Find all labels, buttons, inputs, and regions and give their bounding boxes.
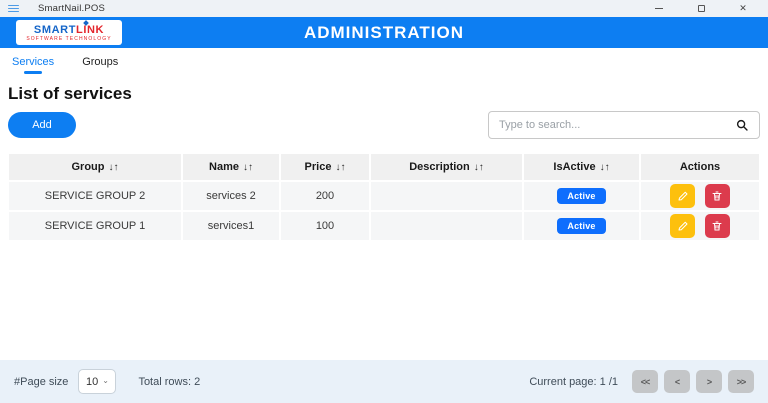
page-size-select[interactable]: 10 ⌄ xyxy=(78,369,117,394)
current-page: Current page: 1 /1 xyxy=(529,375,618,388)
smartlink-logo: SMART LINK SOFTWARE TECHNOLOGY xyxy=(16,19,122,45)
column-label: Description xyxy=(409,161,470,173)
sort-icon[interactable]: ↓↑ xyxy=(473,162,484,173)
minimize-button[interactable] xyxy=(638,0,680,17)
last-page-button[interactable]: >> xyxy=(728,370,754,393)
page-size-value: 10 xyxy=(85,375,99,388)
cell-price: 100 xyxy=(280,211,370,241)
column-label: Group xyxy=(71,161,105,173)
pencil-icon xyxy=(678,221,688,231)
status-badge: Active xyxy=(557,188,606,204)
app-title: SmartNail.POS xyxy=(38,3,106,14)
sort-icon[interactable]: ↓↑ xyxy=(242,162,253,173)
list-heading: List of services xyxy=(8,84,132,103)
column-header-actions[interactable]: Actions xyxy=(640,153,760,181)
prev-page-button[interactable]: < xyxy=(664,370,690,393)
page-title: ADMINISTRATION xyxy=(303,22,465,42)
table-body: SERVICE GROUP 2 services 2 200 Active SE… xyxy=(8,181,760,241)
delete-button[interactable] xyxy=(704,184,730,208)
services-table: Group ↓↑ Name ↓↑ Price ↓↑ Description ↓↑ IsActiv… xyxy=(8,153,760,241)
app-header: SMART LINK SOFTWARE TECHNOLOGY ADMINISTRA… xyxy=(0,17,768,48)
cell-actions xyxy=(640,181,760,211)
cell-name: services 2 xyxy=(182,181,280,211)
hamburger-menu-icon[interactable] xyxy=(8,4,19,13)
delete-button[interactable] xyxy=(704,214,730,238)
search-button[interactable] xyxy=(725,112,759,138)
active-tab-underline xyxy=(24,71,43,74)
table-header-row: Group ↓↑ Name ↓↑ Price ↓↑ Description ↓↑ IsActiv… xyxy=(8,153,760,181)
tab-groups[interactable]: Groups xyxy=(82,56,118,74)
edit-button[interactable] xyxy=(670,184,696,208)
cell-isactive: Active xyxy=(523,181,640,211)
pencil-icon xyxy=(678,191,688,201)
titlebar: SmartNail.POS ✕ xyxy=(0,0,768,17)
trash-icon xyxy=(712,191,722,201)
page-size-label: #Page size xyxy=(14,375,69,388)
close-icon: ✕ xyxy=(739,3,747,13)
cell-description xyxy=(370,181,523,211)
column-label: Actions xyxy=(679,161,721,173)
total-rows: Total rows: 2 xyxy=(138,375,201,388)
cell-isactive: Active xyxy=(523,211,640,241)
status-badge: Active xyxy=(557,218,606,234)
add-button[interactable]: Add xyxy=(8,112,76,138)
edit-button[interactable] xyxy=(670,214,696,238)
pagination: << < > >> xyxy=(632,370,754,393)
toolbar: Add xyxy=(8,111,760,139)
cell-price: 200 xyxy=(280,181,370,211)
maximize-button[interactable] xyxy=(680,0,722,17)
logo-tagline: SOFTWARE TECHNOLOGY xyxy=(26,35,112,42)
column-header-price[interactable]: Price ↓↑ xyxy=(280,153,370,181)
tab-label: Services xyxy=(12,56,55,68)
cell-description xyxy=(370,211,523,241)
cell-actions xyxy=(640,211,760,241)
column-header-description[interactable]: Description ↓↑ xyxy=(370,153,523,181)
trash-icon xyxy=(712,221,722,231)
tabs: Services Groups xyxy=(0,48,768,74)
column-label: Price xyxy=(304,161,332,173)
table-row: SERVICE GROUP 1 services1 100 Active xyxy=(8,211,760,241)
column-label: Name xyxy=(209,161,239,173)
search-box xyxy=(488,111,760,139)
search-input[interactable] xyxy=(489,119,725,131)
cell-group: SERVICE GROUP 1 xyxy=(8,211,182,241)
chevron-down-icon: ⌄ xyxy=(102,375,109,385)
magnifier-icon xyxy=(736,119,748,131)
column-header-isactive[interactable]: IsActive ↓↑ xyxy=(523,153,640,181)
cell-group: SERVICE GROUP 2 xyxy=(8,181,182,211)
close-button[interactable]: ✕ xyxy=(722,0,764,17)
logo-wordmark: SMART LINK xyxy=(34,19,104,36)
footer: #Page size 10 ⌄ Total rows: 2 Current pa… xyxy=(0,360,768,403)
column-header-name[interactable]: Name ↓↑ xyxy=(182,153,280,181)
column-header-group[interactable]: Group ↓↑ xyxy=(8,153,182,181)
tab-services[interactable]: Services xyxy=(12,56,54,74)
minimize-icon xyxy=(655,8,663,9)
cell-name: services1 xyxy=(182,211,280,241)
next-page-button[interactable]: > xyxy=(696,370,722,393)
sort-icon[interactable]: ↓↑ xyxy=(335,162,346,173)
column-label: IsActive xyxy=(553,161,596,173)
table-row: SERVICE GROUP 2 services 2 200 Active xyxy=(8,181,760,211)
first-page-button[interactable]: << xyxy=(632,370,658,393)
maximize-icon xyxy=(697,5,705,12)
sort-icon[interactable]: ↓↑ xyxy=(599,162,610,173)
tab-label: Groups xyxy=(82,56,119,68)
sort-icon[interactable]: ↓↑ xyxy=(108,162,119,173)
